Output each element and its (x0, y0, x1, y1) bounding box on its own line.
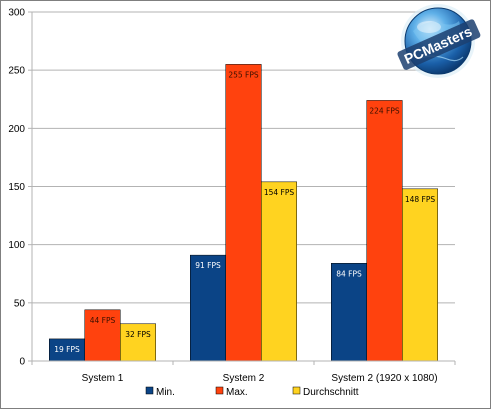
legend-label: Durchschnitt (303, 387, 359, 398)
legend-swatch (292, 386, 301, 395)
bar (366, 100, 403, 362)
data-label: 44 FPS (90, 316, 116, 325)
data-label: 32 FPS (125, 330, 151, 339)
data-label: 255 FPS (228, 70, 259, 79)
y-tick-label: 200 (8, 124, 25, 135)
bar (261, 181, 297, 362)
data-label: 19 FPS (54, 345, 80, 354)
y-tick-label: 0 (19, 357, 25, 368)
axes (31, 12, 456, 365)
legend: Min. Max. Durchschnitt (145, 386, 359, 398)
x-axis-categories: System 1 System 2 System 2 (1920 x 1080) (82, 373, 438, 384)
y-tick-label: 250 (8, 66, 25, 77)
y-tick-label: 300 (8, 8, 25, 19)
bar (331, 263, 367, 362)
y-axis-ticks: 0 50 100 150 200 250 300 (8, 8, 25, 368)
data-label: 91 FPS (195, 261, 221, 270)
bar (84, 309, 121, 362)
legend-swatch (215, 386, 224, 395)
y-tick-label: 100 (8, 240, 25, 251)
data-label: 84 FPS (336, 269, 362, 278)
pcmasters-logo: PCMasters (397, 4, 481, 78)
bar (190, 254, 226, 362)
legend-label: Max. (226, 387, 248, 398)
data-labels: 19 FPS 44 FPS 32 FPS 91 FPS 255 FPS 154 FPS 84… (54, 70, 435, 354)
category-label: System 2 (223, 373, 265, 384)
bar (402, 188, 438, 362)
legend-label: Min. (156, 387, 175, 398)
bars (49, 64, 438, 362)
bar (225, 64, 262, 362)
legend-swatch (145, 386, 154, 395)
data-label: 224 FPS (369, 106, 400, 115)
y-tick-label: 150 (8, 182, 25, 193)
data-label: 154 FPS (264, 188, 295, 197)
category-label: System 2 (1920 x 1080) (331, 373, 437, 384)
category-label: System 1 (82, 373, 124, 384)
bar (120, 323, 156, 362)
data-label: 148 FPS (405, 195, 436, 204)
y-tick-label: 50 (14, 298, 26, 309)
